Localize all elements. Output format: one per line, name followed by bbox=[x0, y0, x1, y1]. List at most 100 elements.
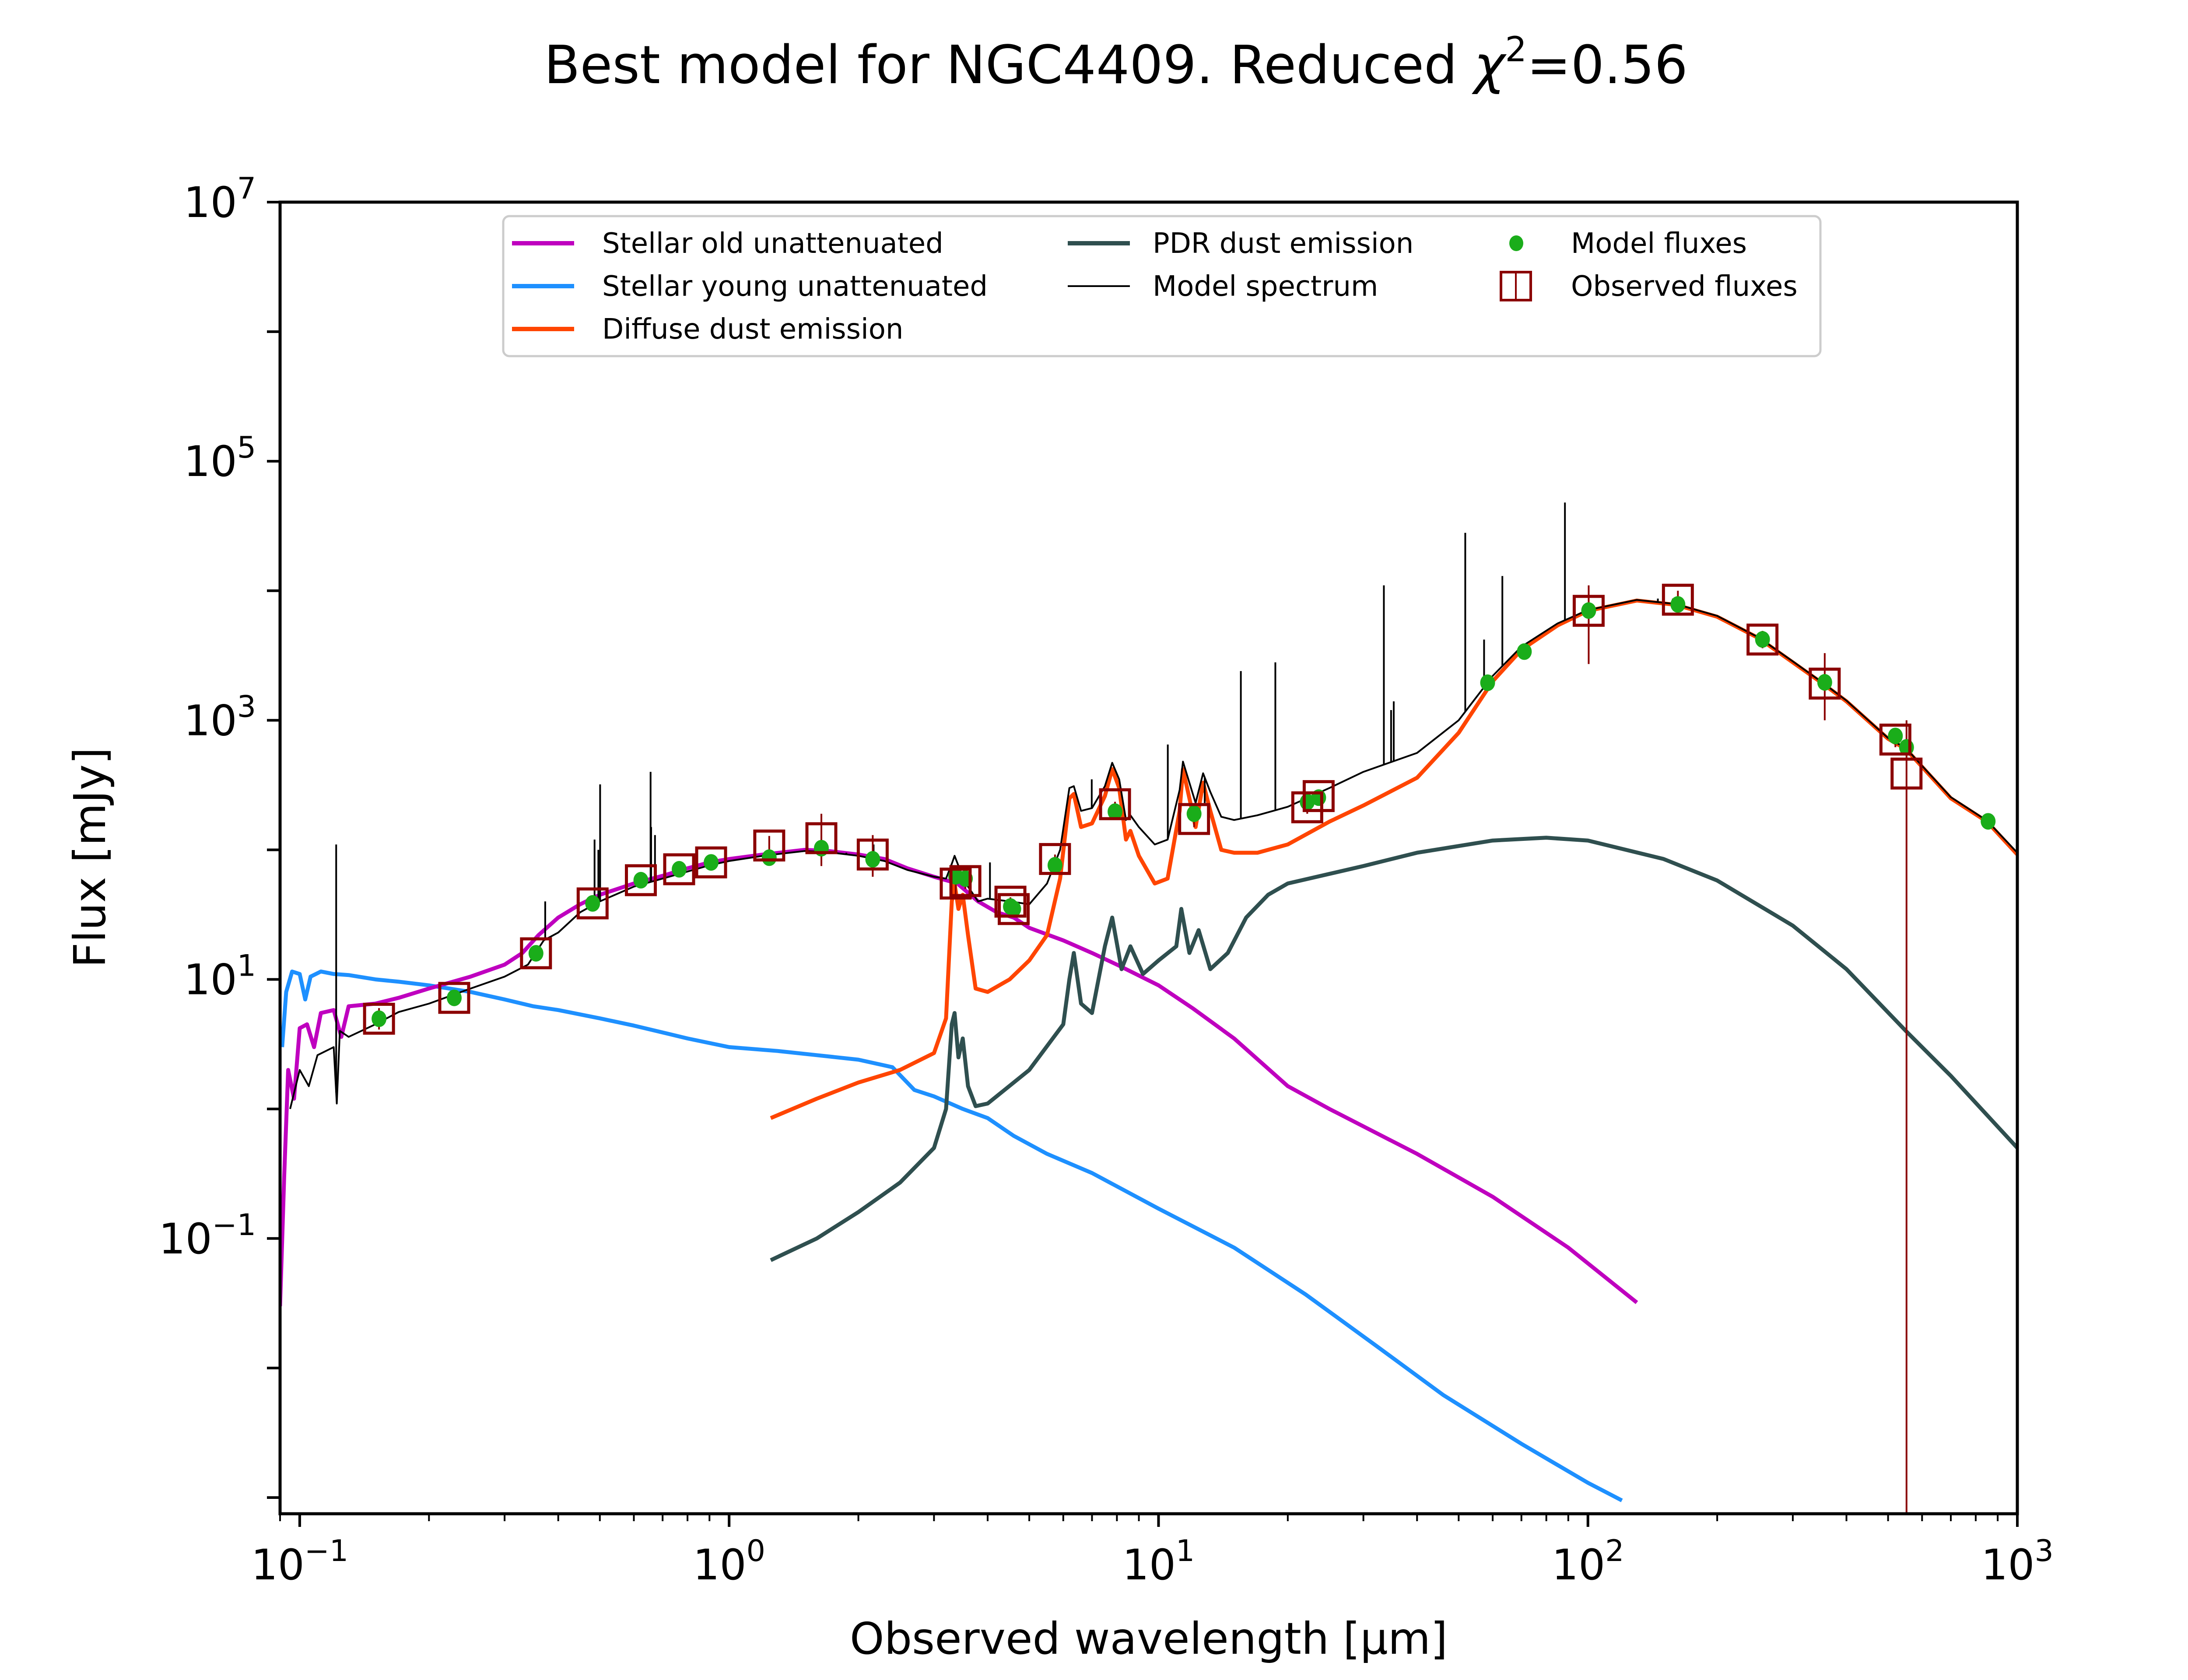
markers-layer bbox=[363, 584, 1996, 1514]
observed-flux-marker bbox=[1879, 723, 1911, 756]
legend-label-stellar-young: Stellar young unattenuated bbox=[602, 270, 988, 303]
x-tick-base: 10 bbox=[1981, 1540, 2034, 1589]
series-layer bbox=[280, 502, 2017, 1502]
legend-box bbox=[502, 215, 1822, 357]
title-prefix: Best model for NGC4409. Reduced bbox=[544, 35, 1474, 96]
y-tick-base: 10 bbox=[184, 437, 237, 486]
observed-flux-marker bbox=[949, 865, 982, 897]
legend-label-observed-fluxes: Observed fluxes bbox=[1571, 270, 1798, 303]
observed-flux-marker bbox=[663, 853, 695, 886]
observed-flux-marker bbox=[625, 864, 657, 896]
y-tick-base: 10 bbox=[184, 696, 237, 745]
y-tick-label: 10−1 bbox=[159, 1208, 256, 1264]
model-flux-point bbox=[1047, 857, 1062, 874]
y-tick-exponent: 3 bbox=[237, 690, 256, 724]
x-tick-base: 10 bbox=[1552, 1540, 1605, 1589]
x-tick-exponent: −1 bbox=[305, 1534, 348, 1568]
observed-flux-marker bbox=[363, 1003, 395, 1035]
y-tick-exponent: −1 bbox=[212, 1208, 256, 1242]
observed-flux-marker bbox=[576, 887, 609, 920]
x-axis-label: Observed wavelength [μm] bbox=[850, 1613, 1448, 1664]
chart-title: Best model for NGC4409. Reduced χ2=0.56 bbox=[544, 30, 1688, 96]
model-flux-point bbox=[1670, 596, 1686, 613]
model-flux-point bbox=[1981, 813, 1996, 830]
y-tick-label: 107 bbox=[184, 172, 256, 227]
observed-flux-marker bbox=[856, 838, 889, 871]
model-flux-point bbox=[704, 854, 719, 871]
observed-flux-marker bbox=[1291, 791, 1323, 823]
legend-label-pdr-dust: PDR dust emission bbox=[1153, 228, 1413, 260]
legend-label-model-fluxes: Model fluxes bbox=[1571, 228, 1747, 260]
model-flux-point bbox=[1480, 674, 1495, 691]
model-flux-point bbox=[761, 849, 777, 866]
model-flux-point bbox=[372, 1010, 387, 1027]
y-tick-exponent: 7 bbox=[237, 172, 256, 206]
model-flux-point bbox=[672, 861, 687, 878]
observed-flux-marker bbox=[1809, 668, 1841, 700]
model-flux-point bbox=[1888, 728, 1903, 745]
observed-flux-marker bbox=[753, 830, 785, 862]
legend-label-model-spectrum: Model spectrum bbox=[1153, 270, 1378, 303]
series-line-stellar-old-unattenuated bbox=[280, 848, 1638, 1306]
x-tick-label: 102 bbox=[1552, 1534, 1624, 1589]
model-flux-point bbox=[865, 851, 880, 868]
observed-flux-marker bbox=[520, 937, 552, 970]
model-flux-point bbox=[1006, 900, 1021, 917]
x-tick-label: 10−1 bbox=[251, 1534, 348, 1589]
x-tick-exponent: 0 bbox=[747, 1534, 765, 1568]
y-tick-label: 105 bbox=[184, 430, 256, 486]
observed-flux-marker bbox=[994, 886, 1027, 918]
axes-frame bbox=[278, 200, 2019, 1516]
y-tick-base: 10 bbox=[184, 178, 237, 227]
x-tick-exponent: 2 bbox=[1605, 1534, 1624, 1568]
title-suffix: =0.56 bbox=[1527, 35, 1688, 96]
y-axis-label: Flux [mJy] bbox=[64, 747, 116, 968]
x-tick-label: 100 bbox=[693, 1534, 765, 1589]
observed-flux-marker bbox=[695, 846, 727, 878]
y-tick-label: 103 bbox=[184, 690, 256, 745]
series-line-stellar-young-unattenuated bbox=[280, 970, 1623, 1502]
observed-flux-marker bbox=[1572, 595, 1605, 627]
model-flux-point bbox=[1186, 805, 1202, 822]
observed-flux-marker bbox=[998, 893, 1030, 925]
x-tick-base: 10 bbox=[693, 1540, 746, 1589]
observed-flux-marker bbox=[1662, 584, 1694, 616]
title-chi: χ bbox=[1471, 35, 1507, 96]
observed-flux-marker bbox=[1746, 623, 1779, 656]
observed-flux-marker bbox=[1890, 757, 1923, 790]
y-tick-base: 10 bbox=[184, 956, 237, 1004]
y-tick-exponent: 5 bbox=[237, 430, 256, 465]
legend-marker-model-fluxes bbox=[1509, 235, 1523, 251]
series-line-pdr-dust-emission bbox=[770, 836, 2017, 1262]
observed-flux-marker bbox=[1099, 788, 1131, 820]
observed-flux-marker bbox=[1178, 803, 1210, 835]
model-flux-point bbox=[1517, 643, 1532, 660]
model-flux-point bbox=[1581, 602, 1596, 619]
model-flux-point bbox=[528, 945, 543, 962]
x-tick-exponent: 1 bbox=[1176, 1534, 1195, 1568]
x-tick-label: 101 bbox=[1122, 1534, 1195, 1589]
x-tick-label: 103 bbox=[1981, 1534, 2053, 1589]
observed-flux-marker bbox=[940, 868, 972, 900]
y-tick-label: 101 bbox=[184, 949, 256, 1004]
legend-label-diffuse-dust: Diffuse dust emission bbox=[602, 313, 903, 346]
observed-flux-marker bbox=[1302, 780, 1335, 812]
y-tick-exponent: 1 bbox=[237, 949, 256, 984]
model-flux-point bbox=[1108, 803, 1123, 820]
x-tick-base: 10 bbox=[251, 1540, 305, 1589]
observed-flux-marker bbox=[1039, 843, 1071, 875]
model-flux-point bbox=[1817, 674, 1832, 691]
y-tick-base: 10 bbox=[159, 1214, 212, 1264]
legend: Stellar old unattenuated Stellar young u… bbox=[502, 215, 1822, 357]
model-flux-point bbox=[1755, 631, 1770, 648]
x-tick-base: 10 bbox=[1122, 1540, 1176, 1589]
model-flux-point bbox=[585, 895, 600, 912]
model-flux-point bbox=[446, 989, 462, 1006]
title-sup: 2 bbox=[1505, 30, 1527, 70]
observed-flux-marker bbox=[805, 822, 838, 854]
model-flux-point bbox=[633, 872, 649, 889]
legend-label-stellar-old: Stellar old unattenuated bbox=[602, 228, 943, 260]
